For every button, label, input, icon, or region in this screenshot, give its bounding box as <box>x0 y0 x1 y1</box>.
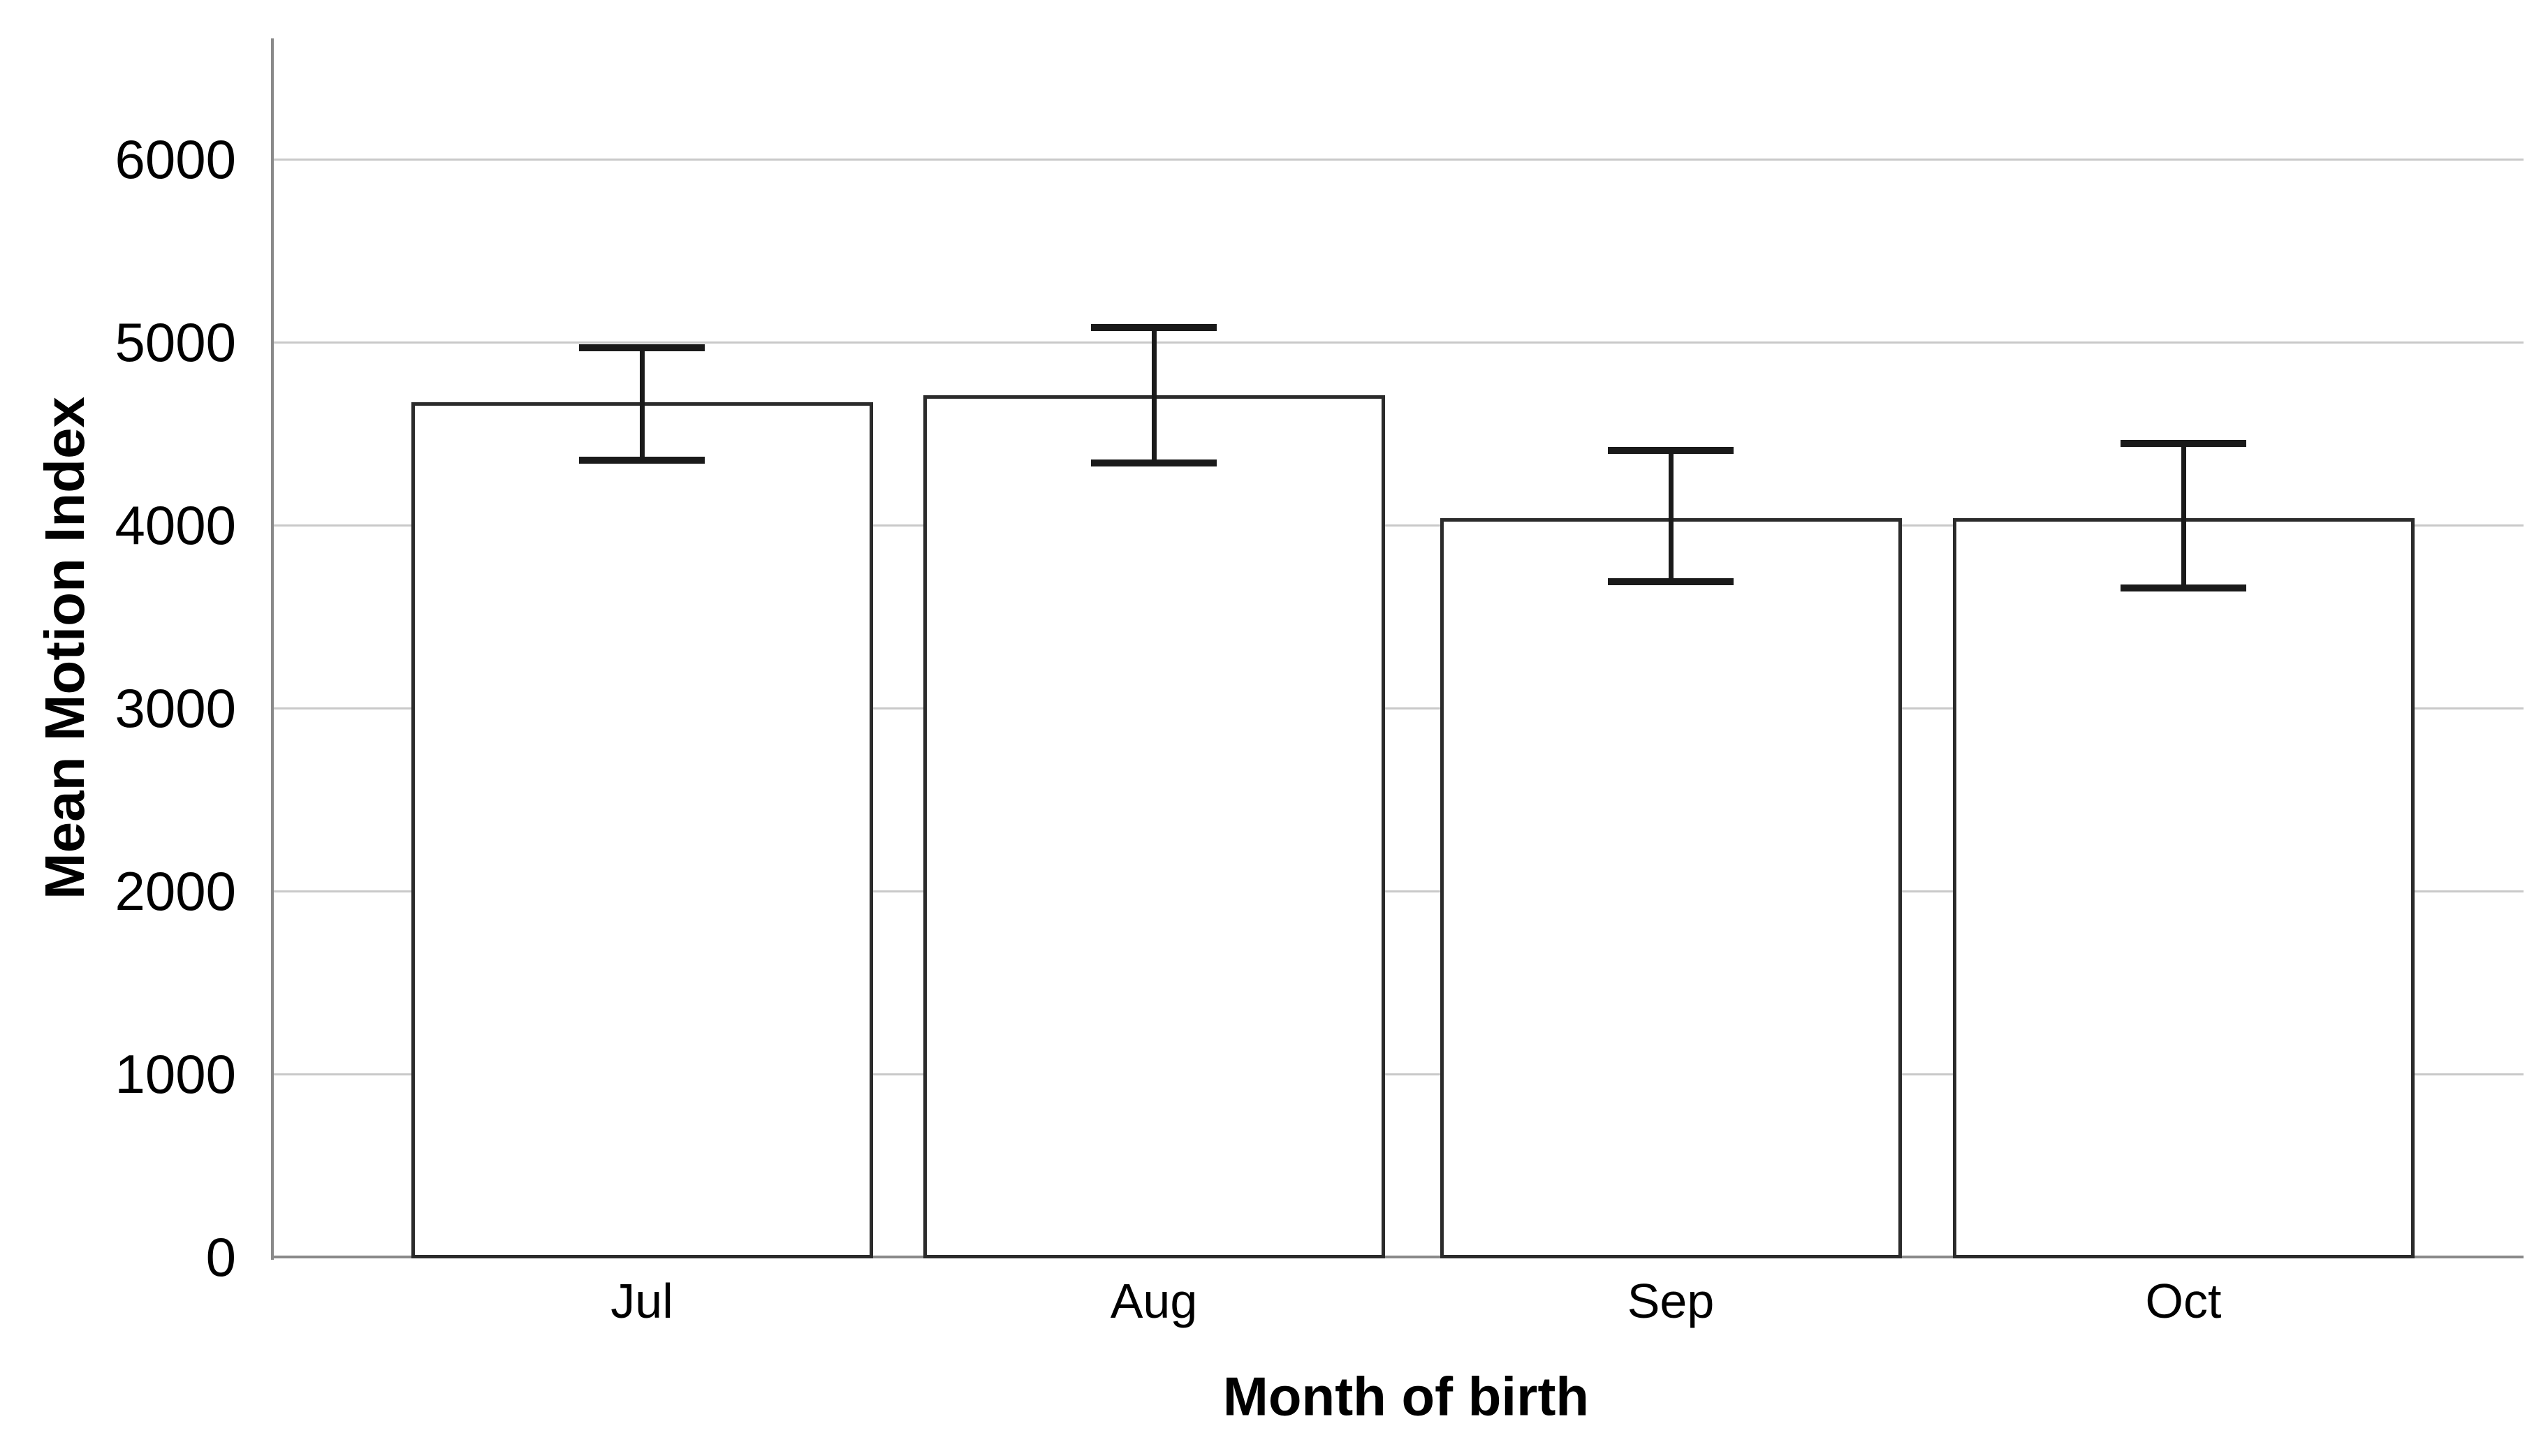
error-bar-cap-bottom-sep <box>1608 578 1734 585</box>
gridline-2000 <box>272 890 2524 892</box>
bar-oct <box>1952 518 2415 1258</box>
y-tick-label: 1000 <box>115 1043 236 1105</box>
gridline-4000 <box>272 524 2524 527</box>
error-bar-cap-top-oct <box>2121 440 2246 447</box>
x-category-label-jul: Jul <box>610 1274 673 1328</box>
x-category-label-oct: Oct <box>2145 1274 2222 1328</box>
y-axis-title: Mean Motion Index <box>34 397 96 899</box>
error-bar-aug <box>1151 328 1157 463</box>
bar-jul <box>411 402 873 1258</box>
error-bar-cap-bottom-aug <box>1091 459 1217 466</box>
gridline-1000 <box>272 1073 2524 1075</box>
error-bar-cap-top-aug <box>1091 324 1217 331</box>
error-bar-jul <box>639 348 645 460</box>
bar-sep <box>1440 518 1902 1258</box>
y-tick-label: 5000 <box>115 311 236 373</box>
error-bar-cap-top-jul <box>579 344 705 351</box>
y-axis-line <box>271 38 274 1260</box>
x-axis-title: Month of birth <box>1222 1365 1590 1427</box>
gridline-3000 <box>272 707 2524 709</box>
x-category-label-sep: Sep <box>1627 1274 1715 1328</box>
y-tick-label: 6000 <box>115 128 236 190</box>
y-tick-label: 2000 <box>115 860 236 922</box>
y-tick-label: 4000 <box>115 494 236 556</box>
error-bar-sep <box>1668 450 1674 582</box>
y-tick-label: 3000 <box>115 677 236 739</box>
error-bar-cap-bottom-jul <box>579 457 705 464</box>
x-axis-line <box>272 1256 2524 1258</box>
error-bar-cap-bottom-oct <box>2121 584 2246 591</box>
error-bar-oct <box>2181 443 2186 588</box>
gridline-6000 <box>272 159 2524 161</box>
error-bar-cap-top-sep <box>1608 447 1734 454</box>
y-tick-label: 0 <box>205 1226 236 1288</box>
bar-aug <box>923 395 1385 1258</box>
gridline-5000 <box>272 341 2524 344</box>
x-category-label-aug: Aug <box>1110 1274 1198 1328</box>
